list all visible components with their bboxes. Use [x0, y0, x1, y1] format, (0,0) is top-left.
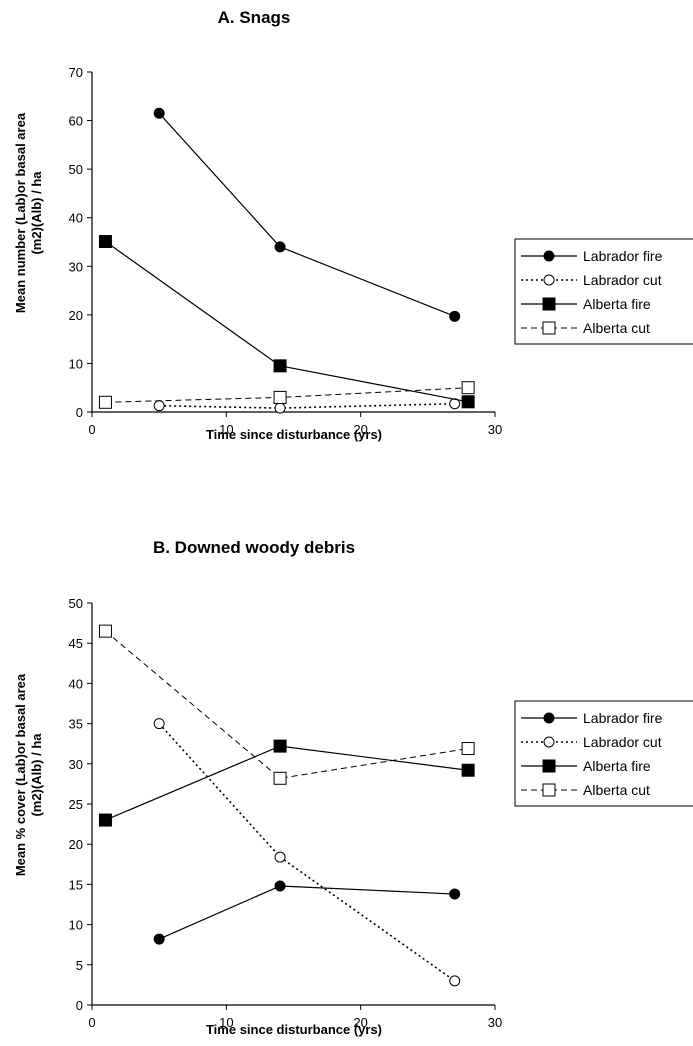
y-tick-label: 25	[69, 797, 83, 812]
data-point-alberta-cut	[98, 624, 112, 638]
series-line-labrador-cut	[158, 723, 456, 982]
series-labrador-fire	[153, 880, 461, 945]
x-tick-label: 20	[353, 1015, 367, 1030]
data-point-alberta-fire	[98, 235, 112, 249]
legend-marker	[543, 736, 555, 748]
y-tick-label: 40	[69, 676, 83, 691]
series-alberta-fire	[98, 739, 475, 827]
data-point-labrador-fire	[274, 241, 286, 253]
data-point-labrador-cut	[449, 975, 461, 987]
y-tick-label: 20	[69, 837, 83, 852]
y-tick-label: 30	[69, 757, 83, 772]
series-labrador-fire	[153, 107, 461, 322]
data-point-labrador-cut	[274, 402, 286, 414]
series-alberta-cut	[98, 624, 475, 785]
data-point-labrador-fire	[449, 888, 461, 900]
chart-title: A. Snags	[218, 8, 291, 27]
x-axis-label: Time since disturbance (yrs)	[206, 427, 382, 442]
legend-label: Labrador fire	[583, 248, 663, 264]
axis-ticks: 0 10 20 30 40 50 60 70 0 10 20 30	[69, 65, 503, 437]
y-tick-label: 40	[69, 211, 83, 226]
y-axis-label-line1: Mean number (Lab)or basal area	[13, 112, 28, 313]
legend-label: Alberta cut	[583, 782, 650, 798]
y-tick-label: 45	[69, 636, 83, 651]
legend: Labrador fire Labrador cut Alberta fire Alb…	[514, 700, 693, 807]
y-tick-label: 20	[69, 308, 83, 323]
data-point-alberta-cut	[461, 381, 475, 395]
legend-label: Alberta cut	[583, 320, 650, 336]
data-point-alberta-fire	[98, 813, 112, 827]
legend-marker	[543, 712, 555, 724]
y-tick-label: 35	[69, 717, 83, 732]
y-tick-label: 30	[69, 259, 83, 274]
x-tick-label: 20	[353, 422, 367, 437]
y-tick-label: 0	[76, 998, 83, 1013]
y-tick-label: 70	[69, 65, 83, 80]
series-line-alberta-fire	[105, 241, 469, 403]
x-tick-label: 30	[488, 1015, 502, 1030]
y-tick-label: 10	[69, 356, 83, 371]
legend-marker	[543, 250, 555, 262]
x-tick-label: 30	[488, 422, 502, 437]
legend-label: Alberta fire	[583, 758, 651, 774]
legend-marker	[542, 297, 556, 311]
data-point-labrador-fire	[274, 880, 286, 892]
data-point-alberta-cut	[98, 395, 112, 409]
series-layer	[98, 624, 475, 987]
legend-marker	[543, 274, 555, 286]
legend: Labrador fire Labrador cut Alberta fire Alb…	[514, 238, 693, 345]
legend-label: Alberta fire	[583, 296, 651, 312]
series-line-labrador-cut	[159, 402, 455, 409]
legend-label: Labrador cut	[583, 272, 662, 288]
y-axis-label-line2: (m2)(Alb) / ha	[29, 733, 44, 817]
data-point-alberta-cut	[273, 771, 287, 785]
data-point-alberta-cut	[273, 390, 287, 404]
y-tick-label: 0	[76, 405, 83, 420]
y-axis-label-line2: (m2)(Alb) / ha	[29, 171, 44, 255]
series-layer	[98, 107, 475, 414]
x-tick-label: 10	[219, 422, 233, 437]
series-line-alberta-cut	[105, 387, 469, 403]
legend-marker	[542, 759, 556, 773]
data-point-labrador-cut	[153, 400, 165, 412]
data-point-labrador-cut	[153, 718, 165, 730]
legend-marker	[542, 783, 556, 797]
data-point-labrador-fire	[449, 310, 461, 322]
data-point-alberta-fire	[273, 359, 287, 373]
x-tick-label: 0	[88, 1015, 95, 1030]
data-point-labrador-fire	[153, 107, 165, 119]
data-point-alberta-fire	[461, 395, 475, 409]
x-tick-label: 0	[88, 422, 95, 437]
data-point-labrador-fire	[153, 933, 165, 945]
x-axis-label: Time since disturbance (yrs)	[206, 1022, 382, 1037]
y-tick-label: 50	[69, 596, 83, 611]
legend-label: Labrador fire	[583, 710, 663, 726]
y-tick-label: 60	[69, 114, 83, 129]
data-point-alberta-fire	[273, 739, 287, 753]
series-labrador-cut	[153, 718, 461, 987]
data-point-alberta-fire	[461, 763, 475, 777]
y-tick-label: 5	[76, 958, 83, 973]
chart-downed-woody-debris: B. Downed woody debris Mean % cover (Lab…	[13, 538, 693, 1037]
series-alberta-fire	[98, 235, 475, 409]
x-tick-label: 10	[219, 1015, 233, 1030]
axis-ticks: 0 5 10 15 20 25 30 35 40 45 50 0 10 20 30	[69, 596, 503, 1030]
series-line-labrador-fire	[158, 885, 455, 940]
series-labrador-cut	[153, 398, 461, 414]
y-tick-label: 10	[69, 918, 83, 933]
y-tick-label: 50	[69, 162, 83, 177]
chart-snags: A. Snags Mean number (Lab)or basal area …	[13, 8, 693, 442]
y-axis-label-line1: Mean % cover (Lab)or basal area	[13, 673, 28, 876]
data-point-alberta-cut	[461, 742, 475, 756]
chart-title: B. Downed woody debris	[153, 538, 355, 557]
data-point-labrador-cut	[274, 851, 286, 863]
legend-label: Labrador cut	[583, 734, 662, 750]
legend-marker	[542, 321, 556, 335]
series-line-labrador-fire	[158, 112, 455, 317]
series-line-alberta-cut	[105, 630, 469, 779]
series-alberta-cut	[98, 381, 475, 409]
y-tick-label: 15	[69, 877, 83, 892]
